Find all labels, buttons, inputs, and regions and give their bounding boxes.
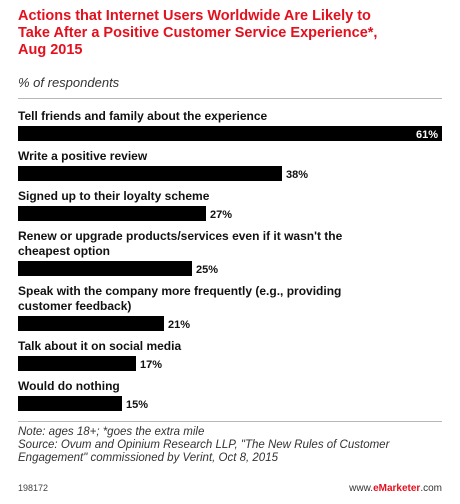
category-label: Renew or upgrade products/services even … (18, 229, 343, 243)
bar (18, 166, 282, 181)
chart-footer: 198172 www.eMarketer.com (18, 483, 442, 497)
category-label: Signed up to their loyalty scheme (18, 189, 210, 203)
bar (18, 396, 122, 411)
bar (18, 356, 136, 371)
source-line-2: Engagement" commissioned by Verint, Oct … (18, 452, 278, 464)
value-label: 17% (140, 359, 162, 371)
title-line-3: Aug 2015 (18, 42, 83, 58)
category-label: Speak with the company more frequently (… (18, 284, 341, 298)
brand-name: eMarketer (373, 483, 421, 494)
bar (18, 261, 192, 276)
bar-chart: Tell friends and family about the experi… (18, 109, 442, 411)
category-label: customer feedback) (18, 299, 131, 313)
value-label: 27% (210, 209, 232, 221)
bar (18, 126, 442, 141)
note-text: Note: ages 18+; *goes the extra mile (18, 426, 205, 438)
category-label: Talk about it on social media (18, 339, 181, 353)
category-label: cheapest option (18, 244, 110, 258)
bottom-divider (18, 421, 442, 422)
category-label: Write a positive review (18, 149, 148, 163)
value-label: 15% (126, 399, 148, 411)
value-label: 61% (416, 129, 438, 141)
chart-notes: Note: ages 18+; *goes the extra mile Sou… (18, 426, 448, 465)
brand-prefix: www. (349, 483, 374, 494)
category-label: Would do nothing (18, 379, 120, 393)
value-label: 21% (168, 319, 190, 331)
chart-id: 198172 (18, 483, 49, 493)
top-divider (18, 98, 442, 99)
brand-suffix: .com (420, 483, 442, 494)
brand-link[interactable]: www.eMarketer.com (349, 483, 442, 494)
value-label: 25% (196, 264, 218, 276)
bar (18, 316, 164, 331)
chart-title: Actions that Internet Users Worldwide Ar… (18, 8, 448, 59)
title-line-1: Actions that Internet Users Worldwide Ar… (18, 8, 371, 24)
source-line-1: Source: Ovum and Opinium Research LLP, "… (18, 439, 390, 451)
value-label: 38% (286, 169, 308, 181)
title-line-2: Take After a Positive Customer Service E… (18, 25, 378, 41)
category-label: Tell friends and family about the experi… (18, 109, 268, 123)
bar (18, 206, 206, 221)
chart-subtitle: % of respondents (18, 75, 120, 90)
